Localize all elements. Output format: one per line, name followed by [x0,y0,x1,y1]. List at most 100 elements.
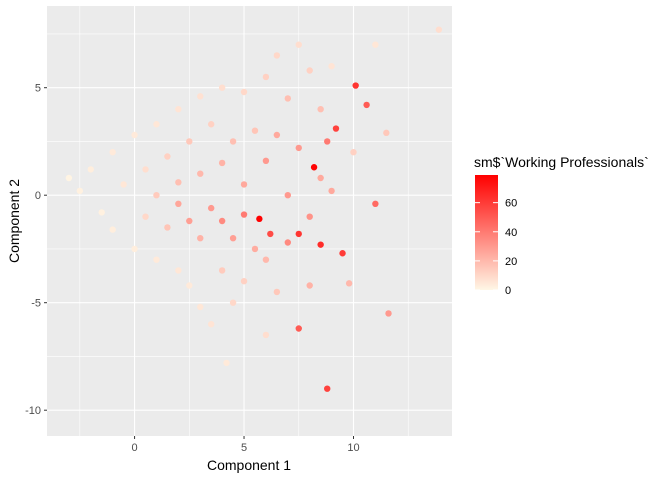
data-point [240,88,248,96]
data-point [435,26,443,33]
x-tick-label: 0 [132,442,138,454]
data-point [256,215,263,223]
data-point [363,101,370,109]
data-point [262,256,270,263]
y-tick-label: -5 [31,298,41,310]
data-point [306,282,313,289]
y-axis-ticks: -10 -5 0 5 [25,83,47,417]
data-point [207,121,215,128]
data-point [175,106,182,113]
data-point [251,245,259,253]
data-point [87,166,94,173]
data-point [65,174,73,182]
data-point [197,93,204,100]
data-point [324,385,331,392]
data-point [218,84,226,91]
data-point [218,267,226,274]
legend-ticks: 0 20 40 60 [475,198,517,297]
data-point [175,267,182,274]
data-point [317,174,324,182]
legend-label: 40 [505,227,517,239]
data-point [372,200,379,207]
data-point [229,299,237,306]
plot-panel [47,6,452,436]
y-axis-title: Component 2 [6,179,22,263]
data-point [295,41,302,48]
legend-label: 20 [505,256,517,268]
data-point [109,149,116,156]
x-tick-label: 10 [347,442,359,454]
x-tick-label: 5 [241,442,247,454]
data-point [240,211,248,218]
data-point [317,106,324,113]
data-point [240,181,248,188]
data-point [352,82,359,89]
data-point [295,144,302,152]
data-point [350,149,357,156]
data-point [385,310,392,317]
legend-title: sm$`Working Professionals` [474,154,649,170]
minor-gridlines [47,6,452,436]
data-points [65,26,443,392]
data-point [153,121,160,128]
data-point [207,204,215,212]
data-point [383,129,390,137]
data-point [328,62,335,70]
major-gridlines [47,6,452,436]
data-point [328,187,335,195]
data-point [197,303,204,311]
data-point [284,95,292,102]
data-point [262,157,270,164]
data-point [317,241,324,248]
data-point [218,159,226,167]
data-point [153,256,160,263]
data-point [306,213,313,220]
data-point [267,230,274,238]
data-point [186,138,193,145]
legend-label: 60 [505,198,517,210]
data-point [372,41,379,48]
data-point [131,245,138,253]
x-axis-ticks: 0 5 10 [132,436,360,454]
data-point [284,239,292,246]
data-point [197,170,204,177]
data-point [273,52,281,59]
data-point [186,282,193,289]
data-point [229,138,237,145]
data-point [207,321,215,328]
data-point [240,278,248,285]
y-tick-label: 0 [35,190,41,202]
data-point [310,164,318,171]
data-point [273,131,281,139]
data-point [295,325,302,332]
data-point [339,250,346,257]
data-point [229,235,237,242]
data-point [324,138,331,145]
data-point [251,127,259,134]
color-legend: sm$`Working Professionals` 0 20 40 60 [474,154,649,297]
data-point [223,359,230,367]
data-point [306,67,313,74]
data-point [142,213,149,220]
data-point [186,217,193,225]
data-point [120,181,127,188]
data-point [345,280,353,287]
data-point [142,166,149,173]
y-tick-label: 5 [35,83,41,95]
data-point [131,131,138,139]
data-point [164,224,171,231]
data-point [153,192,160,199]
data-point [175,200,182,207]
data-point [332,125,340,132]
data-point [175,179,182,186]
x-axis-title: Component 1 [207,457,291,473]
data-point [197,235,204,242]
data-point [98,209,105,216]
data-point [262,331,270,339]
data-point [262,73,270,81]
data-point [164,153,171,160]
y-tick-label: -10 [25,405,41,417]
data-point [76,187,84,195]
data-point [109,226,116,233]
